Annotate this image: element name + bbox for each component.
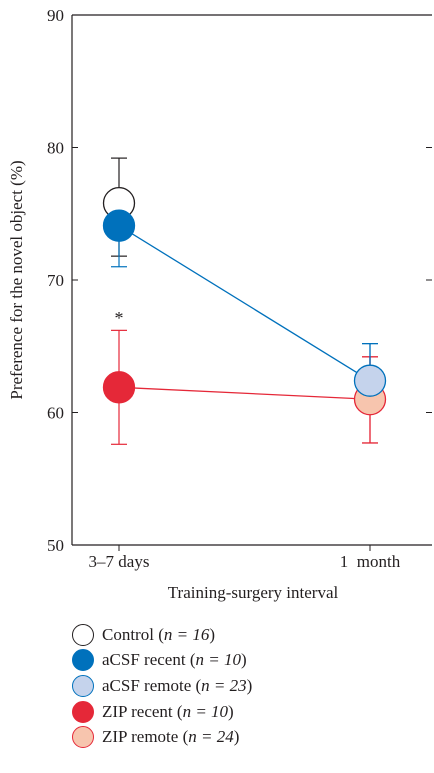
zip-recent-marker-icon [72,700,94,723]
x-axis-label: Training-surgery interval [168,583,339,602]
significance-star: * [115,308,124,328]
zip-remote-marker-icon [72,726,94,749]
legend-label-acsf-recent: aCSF recent [102,650,186,670]
point-acsf-remote-1 [353,364,387,397]
legend-item-zip-remote: ZIP remote (n = 24) [72,724,252,750]
legend-n-control: n = 16 [163,624,210,644]
point-acsf-recent-0 [102,209,136,242]
chart-canvas: 50 60 70 80 90 3–7 days 1 month Preference fo… [7,6,432,602]
legend-label-acsf-remote: aCSF remote [102,675,192,695]
legend-item-control: Control (n = 16) [72,622,252,648]
y-ticks: 50 60 70 80 90 [47,6,432,555]
x-ticks: 3–7 days 1 month [89,545,401,571]
legend-n-zip-remote: n = 24 [188,727,234,747]
legend-label-control: Control [102,624,154,644]
series-lines [118,225,371,400]
legend-item-zip-recent: ZIP recent (n = 10) [72,699,252,725]
legend: Control (n = 16) aCSF recent (n = 10) aC… [72,622,252,750]
series-line-acsf-recent [118,225,371,382]
x-tick-label: 3–7 days [89,552,150,571]
legend-n-zip-recent: n = 10 [182,701,229,721]
acsf-recent-marker-icon [72,649,94,672]
data-points [102,186,387,416]
legend-n-acsf-recent: n = 10 [195,650,241,670]
series-line-zip-recent [118,386,371,400]
y-tick-label: 50 [47,536,64,555]
point-zip-recent-0 [102,371,136,404]
legend-n-acsf-remote: n = 23 [201,675,247,695]
y-tick-label: 70 [47,271,64,290]
y-tick-label: 80 [47,139,64,158]
chart-axes [71,14,432,546]
control-marker-icon [72,623,94,646]
legend-label-zip-recent: ZIP recent [102,701,173,721]
acsf-remote-marker-icon [72,674,94,697]
y-tick-label: 90 [47,6,64,25]
legend-item-acsf-recent: aCSF recent (n = 10) [72,648,252,674]
legend-item-acsf-remote: aCSF remote (n = 23) [72,673,252,699]
y-tick-label: 60 [47,404,64,423]
legend-label-zip-remote: ZIP remote [102,727,179,747]
error-bars [111,157,378,445]
x-tick-label: 1 month [340,552,401,571]
y-axis-label: Preference for the novel object (%) [7,160,26,399]
